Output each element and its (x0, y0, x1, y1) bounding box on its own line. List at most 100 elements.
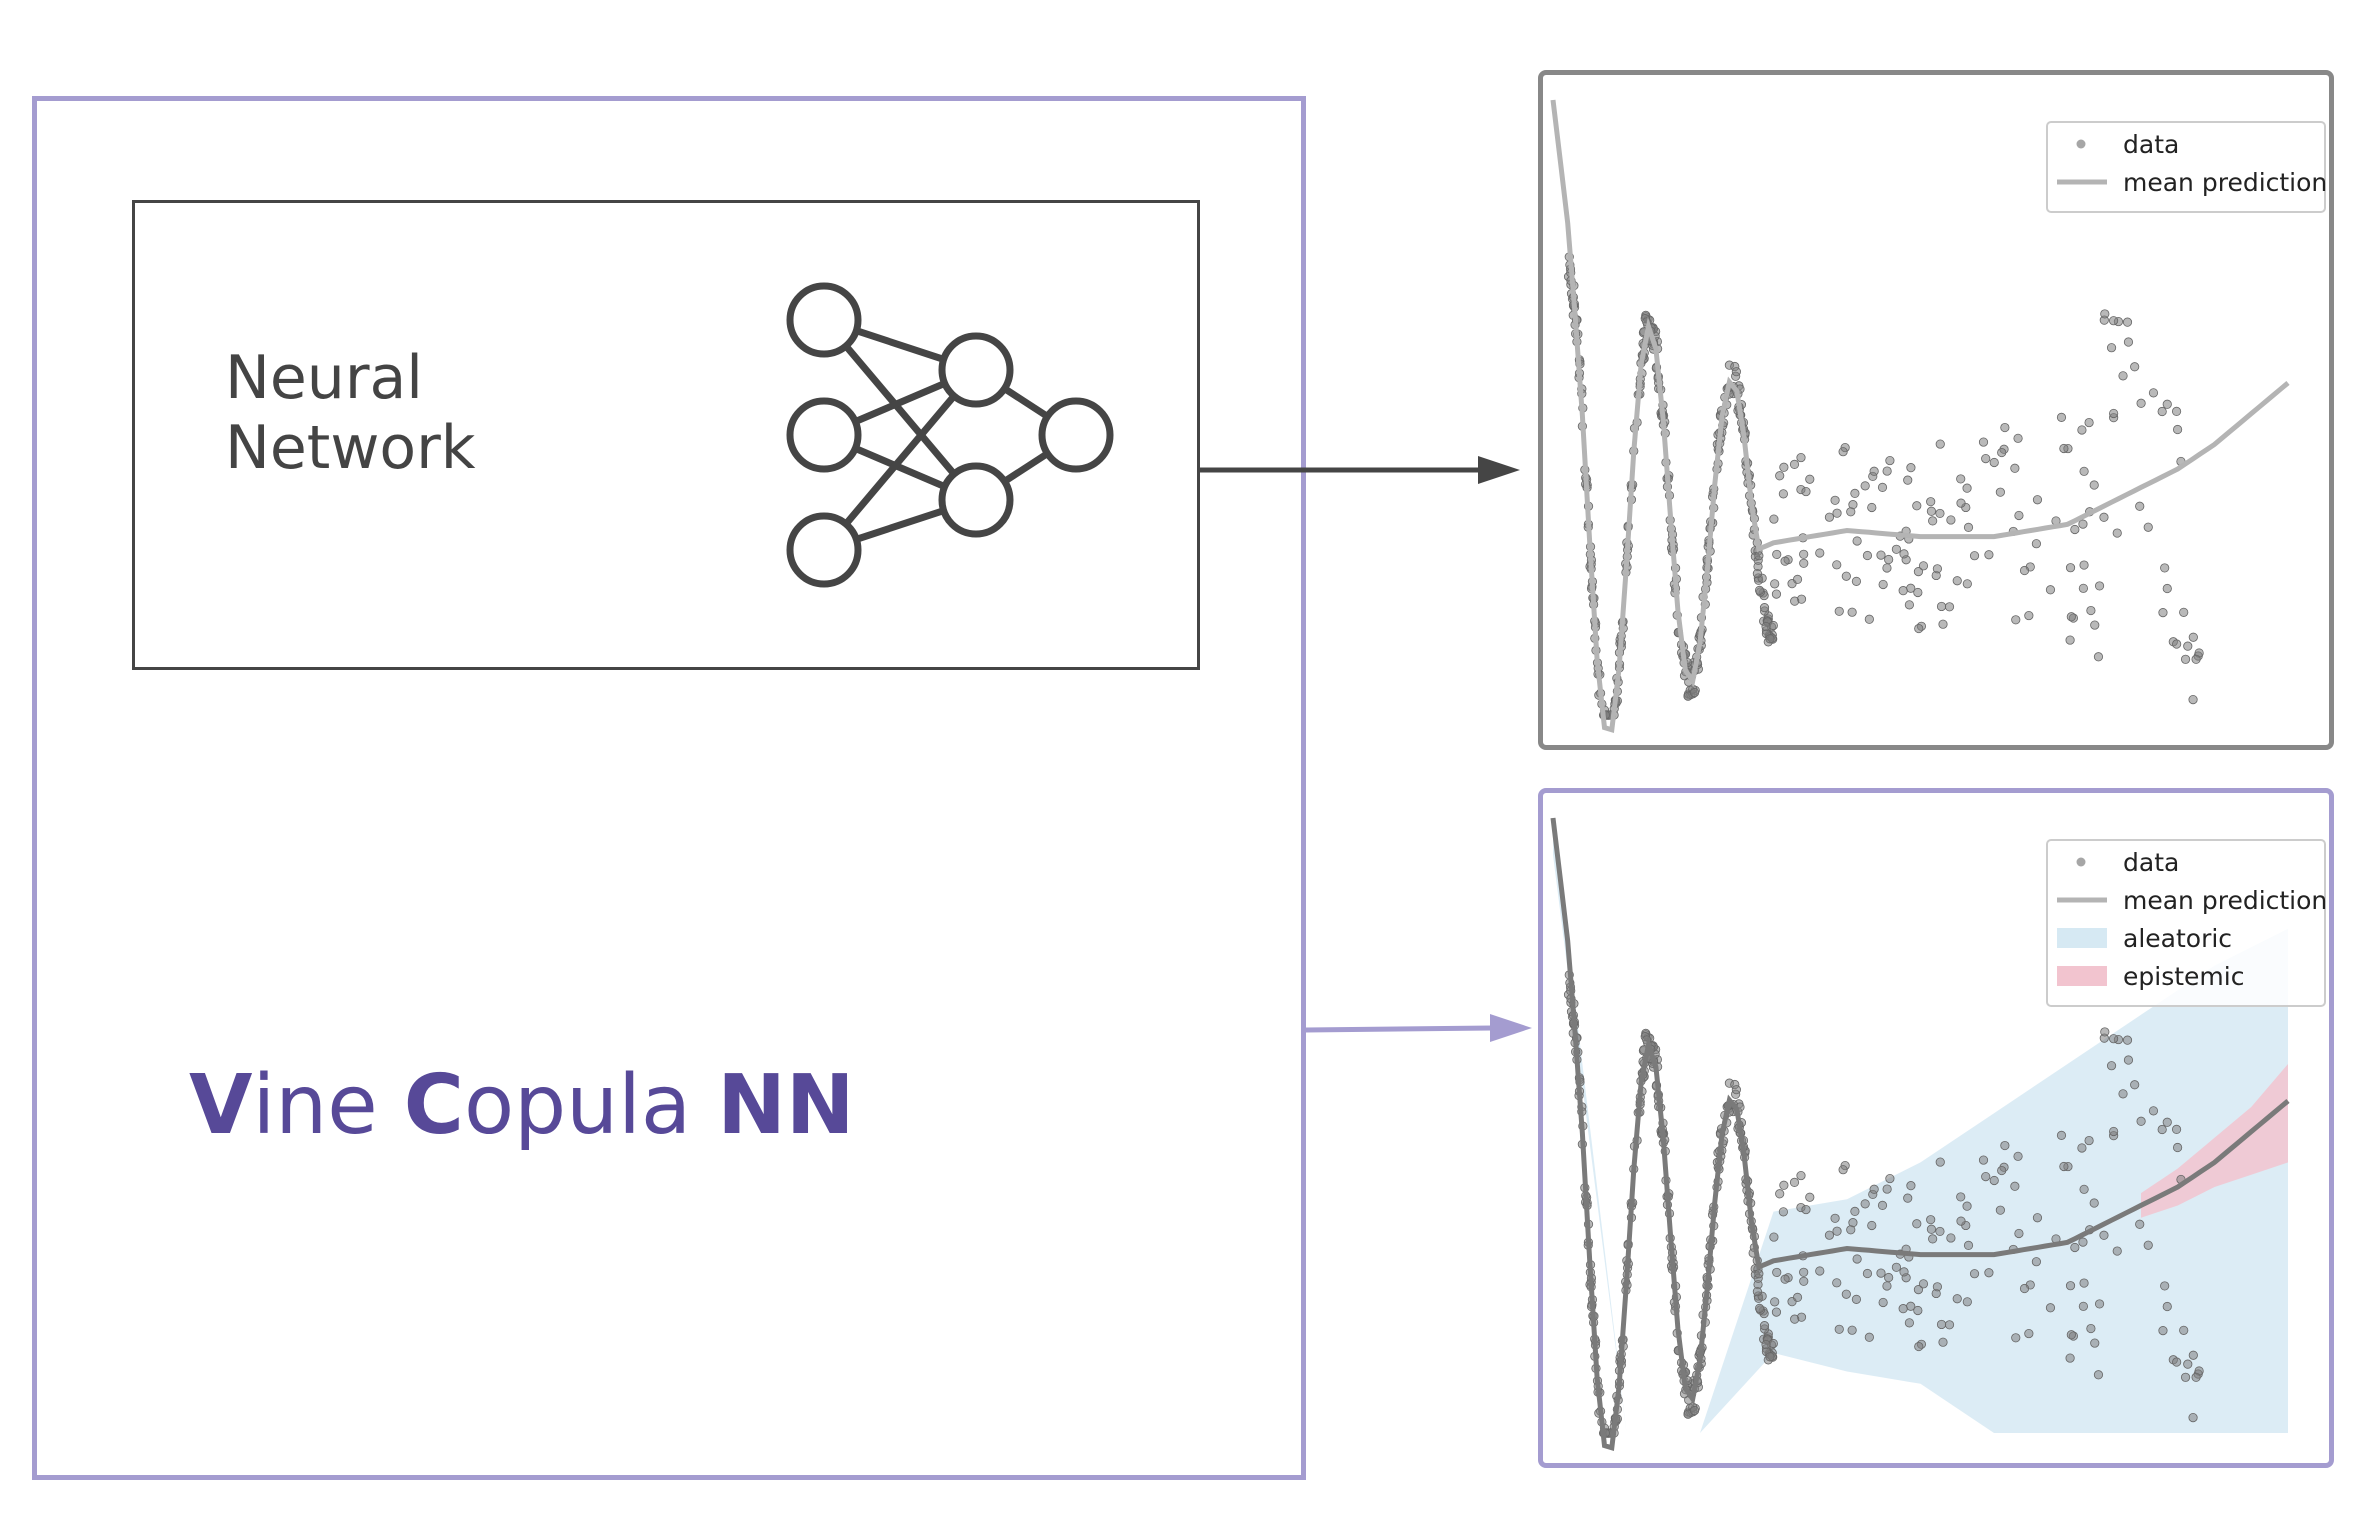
data-point (1899, 1267, 1909, 1277)
data-point (2000, 1140, 2010, 1151)
data-point (2162, 1117, 2172, 1127)
data-point (2077, 1143, 2087, 1153)
data-point (2188, 1350, 2198, 1360)
data-point (1898, 586, 1908, 596)
data-point (1997, 1165, 2007, 1176)
data-point (1904, 600, 1914, 610)
title-part: opula (463, 1058, 718, 1153)
data-point (1913, 587, 1923, 598)
data-point (1731, 1085, 1741, 1095)
data-point (1989, 457, 1999, 468)
data-point (1805, 474, 1815, 484)
data-point (2013, 433, 2023, 443)
data-point (1790, 1314, 1800, 1324)
data-point (1834, 606, 1844, 616)
data-point (1689, 688, 1700, 698)
data-point (1759, 1321, 1770, 1331)
data-point (1989, 1175, 1999, 1186)
data-point (1780, 556, 1790, 566)
data-point (2108, 316, 2119, 326)
data-point (2172, 1142, 2183, 1153)
data-point (2070, 1242, 2080, 1253)
data-point (1962, 579, 1972, 589)
data-point (2056, 412, 2067, 422)
data-point (1838, 447, 1848, 457)
data-point (1935, 508, 1945, 519)
data-point (1984, 1268, 1994, 1278)
data-point (1792, 574, 1803, 584)
data-point (1952, 1294, 1962, 1304)
data-point (2183, 1359, 2193, 1369)
data-point (1847, 607, 1857, 617)
data-point (2106, 1061, 2117, 1071)
data-point (1824, 1230, 1835, 1240)
data-point (1997, 447, 2007, 458)
data-point (1926, 506, 1937, 516)
legend-point-swatch (2076, 857, 2086, 867)
data-point (2130, 1080, 2140, 1090)
data-point (2031, 1257, 2041, 1267)
neural-network-label-line2: Network (225, 413, 476, 483)
data-point (1877, 482, 1888, 492)
data-point (1884, 1272, 1894, 1283)
data-point (2143, 1240, 2153, 1250)
data-point (1962, 483, 1972, 493)
data-point (1790, 596, 1800, 606)
data-point (1851, 1294, 1862, 1304)
data-point (1789, 459, 1800, 469)
data-point (2078, 519, 2088, 529)
data-point (2078, 1301, 2088, 1311)
data-point (1869, 466, 1879, 476)
aleatoric-band (1553, 818, 2288, 1433)
data-point (1913, 567, 1924, 577)
data-point (1860, 1199, 1870, 1209)
data-point (1789, 1177, 1800, 1187)
data-point (2179, 607, 2189, 617)
data-point (1850, 1206, 1860, 1217)
arrow-vine-to-bottom-plot (1305, 1014, 1532, 1042)
data-point (1805, 1192, 1815, 1202)
data-point (2079, 1278, 2089, 1288)
data-point (1882, 466, 1892, 476)
data-point (1770, 1297, 1780, 1307)
data-point (1962, 1201, 1972, 1211)
data-point (1864, 1332, 1874, 1342)
data-point (2070, 524, 2080, 535)
data-point (1759, 603, 1770, 613)
data-point (2191, 1372, 2201, 1382)
mean-prediction-line (1550, 817, 2290, 1452)
data-point (1852, 1254, 1862, 1264)
data-point (2160, 563, 2170, 573)
data-point (2066, 1330, 2076, 1340)
neural-network-box: Neural Network (132, 200, 1200, 670)
data-point (1761, 621, 1771, 632)
data-point (1769, 1232, 1779, 1242)
data-point (1906, 463, 1916, 473)
data-point (1752, 568, 1762, 579)
data-point (1956, 1216, 1966, 1226)
data-point (2136, 1116, 2146, 1126)
data-point (2143, 522, 2153, 532)
neural-network-icon (786, 282, 1114, 588)
data-point (2188, 1413, 2198, 1423)
data-point (1882, 1184, 1892, 1194)
data-point (1935, 1157, 1945, 1167)
data-point (1969, 1269, 1980, 1279)
data-point (2109, 1126, 2119, 1137)
data-point (1832, 1278, 1842, 1288)
data-point (1852, 536, 1862, 546)
data-point (1912, 501, 1922, 511)
data-point (1864, 614, 1874, 624)
data-point (1815, 548, 1825, 558)
data-point (1898, 1304, 1908, 1314)
data-point (1876, 1268, 1886, 1278)
data-point (2011, 1333, 2021, 1343)
data-point (1847, 1325, 1857, 1335)
data-point (1860, 481, 1870, 491)
data-point (2112, 1246, 2122, 1256)
data-point (1832, 508, 1842, 518)
data-point (2089, 480, 2099, 490)
data-point (1938, 619, 1948, 629)
data-point (1884, 554, 1894, 565)
neural-network-label-line1: Neural (225, 343, 423, 413)
